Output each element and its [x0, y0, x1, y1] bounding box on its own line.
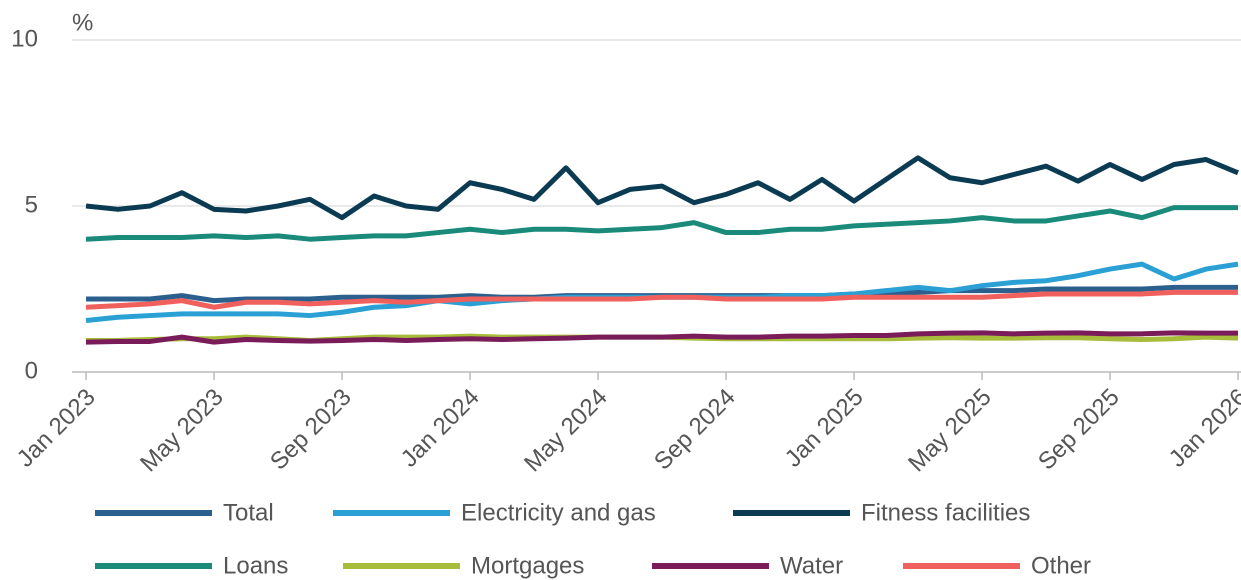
legend-label: Fitness facilities	[861, 499, 1030, 526]
x-tick-label: Jan 2023	[12, 384, 101, 473]
x-tick-label: Sep 2023	[265, 384, 357, 476]
x-tick-label: Sep 2025	[1033, 384, 1125, 476]
x-tick-label: May 2025	[903, 384, 997, 478]
x-tick-label: Jan 2026	[1164, 384, 1241, 473]
legend-label: Water	[780, 552, 843, 579]
x-tick-label: May 2024	[519, 384, 613, 478]
x-tick-label: Sep 2024	[649, 384, 741, 476]
series-line	[85, 205, 1238, 242]
legend-label: Mortgages	[471, 552, 584, 579]
x-tick-label: May 2023	[135, 384, 229, 478]
y-unit: %	[72, 9, 93, 36]
x-tick-label: Jan 2025	[780, 384, 869, 473]
y-tick-label: 10	[11, 25, 38, 52]
x-tick-label: Jan 2024	[396, 384, 485, 473]
series-line	[85, 155, 1239, 221]
y-tick-label: 5	[25, 191, 38, 218]
y-tick-label: 0	[25, 357, 38, 384]
legend-label: Total	[223, 499, 274, 526]
series-line	[85, 330, 1238, 345]
series-line	[85, 289, 1238, 310]
legend-label: Loans	[223, 552, 288, 579]
legend-label: Electricity and gas	[461, 499, 656, 526]
legend-label: Other	[1031, 552, 1091, 579]
